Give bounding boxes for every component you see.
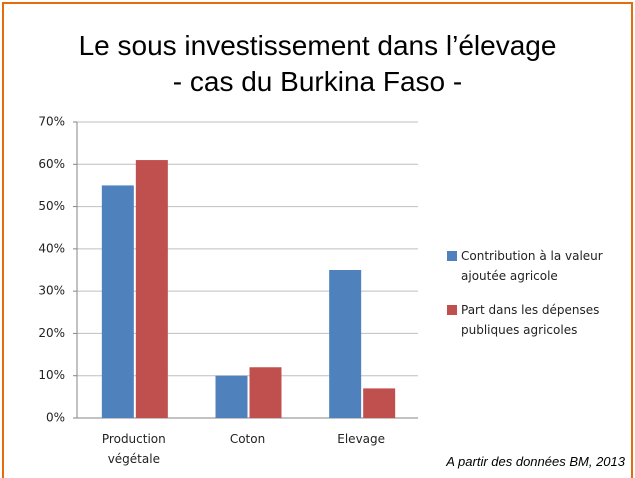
- y-tick-label: 20%: [38, 326, 65, 340]
- y-tick-label: 60%: [38, 157, 65, 171]
- x-tick-label: Production végétale: [101, 432, 166, 466]
- legend-swatch: [447, 305, 457, 315]
- y-tick-label: 30%: [38, 284, 65, 298]
- bar: [363, 388, 396, 418]
- y-tick-label: 40%: [38, 241, 65, 255]
- bar: [135, 160, 168, 419]
- legend-swatch: [447, 251, 457, 261]
- y-tick-label: 70%: [38, 115, 65, 129]
- y-tick-label: 0%: [46, 411, 65, 425]
- bar: [215, 375, 248, 418]
- y-tick-label: 50%: [38, 199, 65, 213]
- legend-label: Part dans les dépenses publiques agricol…: [461, 303, 600, 337]
- source-note: A partir des données BM, 2013: [446, 454, 625, 469]
- bar: [101, 185, 134, 418]
- y-tick-label: 10%: [38, 368, 65, 382]
- chart-subtitle: - cas du Burkina Faso -: [172, 66, 463, 97]
- bar: [249, 367, 282, 418]
- chart-title: Le sous investissement dans l’élevage: [78, 30, 557, 61]
- x-tick-label: Coton: [229, 432, 266, 446]
- x-tick-label: Elevage: [337, 432, 386, 446]
- bar: [329, 270, 362, 418]
- legend-label: Contribution à la valeur ajoutée agricol…: [461, 249, 603, 283]
